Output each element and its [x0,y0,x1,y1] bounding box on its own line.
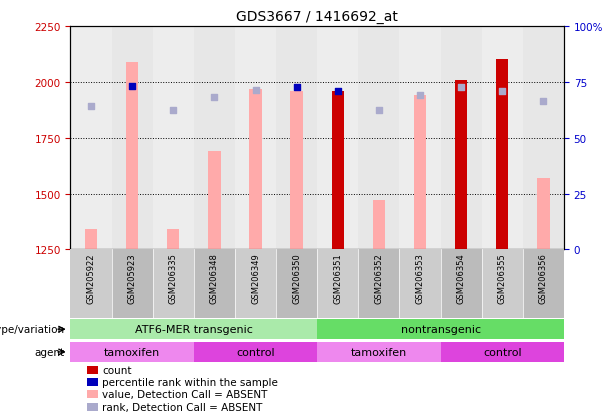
Bar [441,27,482,250]
Bar [291,92,303,250]
Text: control: control [236,347,275,357]
Bar [523,27,564,250]
Text: GSM205922: GSM205922 [86,253,96,303]
Bar [455,81,467,250]
Bar [112,27,153,250]
Point [538,98,548,105]
Bar [400,250,441,318]
Text: tamoxifen: tamoxifen [351,347,407,357]
Text: count: count [102,365,132,375]
Bar [194,250,235,318]
Bar [88,366,97,374]
Point [374,107,384,114]
Text: value, Detection Call = ABSENT: value, Detection Call = ABSENT [102,389,267,399]
Bar [194,27,235,250]
Bar [441,342,564,362]
Bar [482,27,523,250]
Bar [112,250,153,318]
Text: genotype/variation: genotype/variation [0,324,64,335]
Text: GSM206354: GSM206354 [457,253,466,303]
Bar [249,89,262,250]
Bar [359,27,400,250]
Bar [414,96,426,250]
Bar [276,250,318,318]
Text: GSM206350: GSM206350 [292,253,301,303]
Point [210,95,219,102]
Text: GSM206353: GSM206353 [416,253,425,303]
Bar [482,250,523,318]
Point [86,104,96,110]
Bar [400,27,441,250]
Bar [153,250,194,318]
Bar [194,342,318,362]
Text: GSM206356: GSM206356 [539,253,548,303]
Text: GSM206355: GSM206355 [498,253,507,303]
Bar [318,27,359,250]
Text: GSM206349: GSM206349 [251,253,260,303]
Text: percentile rank within the sample: percentile rank within the sample [102,377,278,387]
Bar [70,342,194,362]
Bar [276,27,318,250]
Bar [88,390,97,399]
Bar [70,250,112,318]
Bar [126,62,139,250]
Bar [373,201,385,250]
Title: GDS3667 / 1416692_at: GDS3667 / 1416692_at [236,10,398,24]
Point [415,93,425,99]
Bar [88,403,97,411]
Bar [332,92,344,250]
Point [497,88,507,95]
Text: GSM206352: GSM206352 [375,253,383,303]
Text: GSM205923: GSM205923 [128,253,137,303]
Bar [523,250,564,318]
Bar [318,319,564,339]
Bar [208,152,221,250]
Point [128,84,137,90]
Text: tamoxifen: tamoxifen [104,347,161,357]
Text: GSM206351: GSM206351 [333,253,342,303]
Point [456,85,466,91]
Bar [70,319,318,339]
Bar [153,27,194,250]
Bar [235,27,276,250]
Bar [88,378,97,386]
Text: nontransgenic: nontransgenic [400,324,481,335]
Bar [441,250,482,318]
Text: ATF6-MER transgenic: ATF6-MER transgenic [135,324,253,335]
Text: GSM206335: GSM206335 [169,253,178,303]
Bar [235,250,276,318]
Point [333,88,343,95]
Text: GSM206348: GSM206348 [210,253,219,303]
Point [169,107,178,114]
Bar [85,230,97,250]
Bar [537,178,550,250]
Bar [318,342,441,362]
Bar [359,250,400,318]
Text: control: control [483,347,522,357]
Text: rank, Detection Call = ABSENT: rank, Detection Call = ABSENT [102,402,262,412]
Point [292,85,302,91]
Bar [70,27,112,250]
Bar [318,250,359,318]
Point [251,87,261,94]
Bar [167,230,180,250]
Bar [496,60,508,250]
Text: agent: agent [34,347,64,357]
